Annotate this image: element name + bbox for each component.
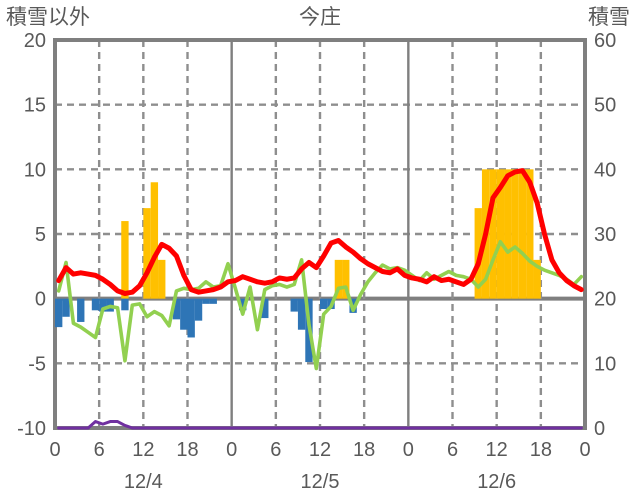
blue-bar-series-bar bbox=[91, 298, 100, 311]
blue-bar-series-bar bbox=[261, 298, 269, 319]
hour-tick-label: 18 bbox=[176, 439, 198, 461]
orange-bar-series-bar bbox=[121, 221, 129, 299]
right-axis-tick: 10 bbox=[594, 353, 616, 375]
orange-bar-series-bar bbox=[496, 169, 505, 299]
orange-bar-series-bar bbox=[158, 259, 166, 299]
hour-tick-label: 0 bbox=[579, 439, 590, 461]
blue-bar-series-bar bbox=[194, 298, 203, 321]
blue-bar-series-bar bbox=[187, 298, 195, 338]
left-axis-tick: 5 bbox=[35, 224, 46, 246]
orange-bar-series-bar bbox=[518, 169, 527, 299]
left-axis-title: 積雪以外 bbox=[6, 6, 90, 29]
orange-bar-series-bar bbox=[143, 208, 151, 299]
purple-line-series bbox=[57, 420, 583, 430]
hour-tick-label: 0 bbox=[49, 439, 60, 461]
green-line-series bbox=[56, 239, 584, 371]
hour-tick-label: 6 bbox=[447, 439, 458, 461]
orange-bar-series-bar bbox=[334, 259, 343, 299]
hour-tick-label: 18 bbox=[530, 439, 552, 461]
hour-tick-label: 18 bbox=[353, 439, 375, 461]
blue-bar-series-bar bbox=[209, 298, 217, 304]
hour-tick-label: 6 bbox=[94, 439, 105, 461]
day-label: 12/5 bbox=[301, 471, 340, 493]
orange-bar-series-bar bbox=[504, 169, 512, 299]
blue-bar-series-bar bbox=[62, 298, 70, 317]
orange-bar-series-bar bbox=[150, 182, 159, 299]
right-axis-tick: 20 bbox=[594, 289, 616, 311]
left-axis-tick: -10 bbox=[17, 418, 46, 440]
right-axis-tick: 40 bbox=[594, 159, 616, 181]
right-axis-title: 積雪 bbox=[588, 6, 630, 29]
orange-bar-series-bar bbox=[526, 169, 534, 299]
right-axis-tick: 60 bbox=[594, 30, 616, 52]
blue-bar-series-bar bbox=[99, 298, 107, 312]
orange-bar-series-bar bbox=[533, 259, 541, 299]
hour-tick-label: 0 bbox=[403, 439, 414, 461]
blue-bar-series-bar bbox=[55, 298, 63, 328]
orange-bar-series-bar bbox=[511, 169, 519, 299]
orange-bar-series-bar bbox=[489, 169, 497, 299]
day-label: 12/6 bbox=[477, 471, 516, 493]
blue-bar-series-bar bbox=[77, 298, 85, 322]
blue-bar-series-bar bbox=[180, 298, 188, 330]
left-axis-tick: 15 bbox=[24, 95, 46, 117]
day-label: 12/4 bbox=[124, 471, 163, 493]
red-line-series bbox=[56, 168, 584, 296]
blue-bar-series-bar bbox=[202, 298, 210, 304]
blue-bar-series-bar bbox=[297, 298, 306, 330]
blue-bar-series-bar bbox=[172, 298, 181, 320]
blue-bar-series-bar bbox=[121, 298, 129, 311]
hour-tick-label: 6 bbox=[270, 439, 281, 461]
orange-bar-series-bar bbox=[342, 259, 350, 299]
hour-tick-label: 12 bbox=[309, 439, 331, 461]
blue-bar-series-bar bbox=[320, 298, 328, 310]
chart-title: 今庄 bbox=[299, 6, 341, 29]
blue-bar-series-bar bbox=[290, 298, 298, 312]
hour-tick-label: 12 bbox=[486, 439, 508, 461]
left-axis-tick: 0 bbox=[35, 289, 46, 311]
right-axis-tick: 30 bbox=[594, 224, 616, 246]
hour-tick-label: 12 bbox=[132, 439, 154, 461]
right-axis-tick: 50 bbox=[594, 95, 616, 117]
hour-tick-label: 0 bbox=[226, 439, 237, 461]
right-axis-tick: 0 bbox=[594, 418, 605, 440]
left-axis-tick: 10 bbox=[24, 159, 46, 181]
blue-bar-series-bar bbox=[239, 298, 247, 311]
left-axis-tick: 20 bbox=[24, 30, 46, 52]
left-axis-tick: -5 bbox=[28, 353, 46, 375]
